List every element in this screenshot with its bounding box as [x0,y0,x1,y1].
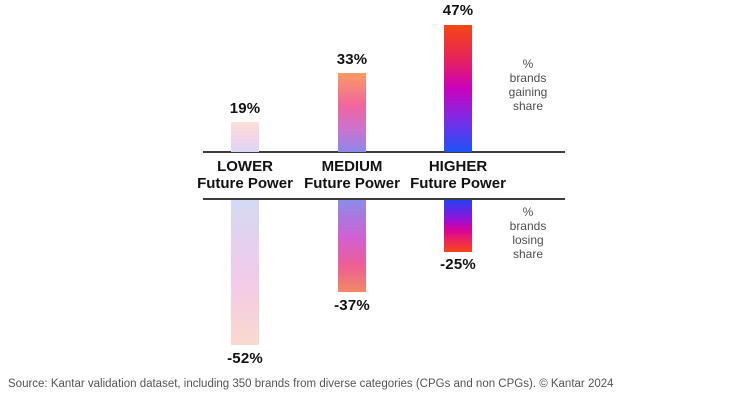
category-tier-higher: HIGHER [428,158,488,175]
category-tier-lower: LOWER [217,158,273,175]
category-label-medium: MEDIUM Future Power [287,158,417,192]
category-label-lower: LOWER Future Power [180,158,310,192]
value-label-losing-medium: -37% [334,297,370,314]
value-label-losing-higher: -25% [440,256,476,273]
category-sublabel-higher: Future Power [410,175,506,192]
bar-losing-medium [338,200,366,292]
bar-gaining-lower [231,122,259,152]
category-sublabel-lower: Future Power [197,175,293,192]
category-tier-medium: MEDIUM [321,158,383,175]
value-label-gaining-medium: 33% [336,51,368,68]
value-label-gaining-higher: 47% [442,2,474,19]
bar-losing-higher [444,200,472,252]
bar-losing-lower [231,200,259,345]
lower-axis-line [203,198,565,200]
value-label-losing-lower: -52% [227,350,263,367]
source-note: Source: Kantar validation dataset, inclu… [8,378,614,390]
category-label-higher: HIGHER Future Power [393,158,523,192]
value-label-gaining-lower: 19% [229,100,261,117]
upper-axis-line [203,151,565,153]
annotation-gaining-share: % brands gaining share [508,57,548,113]
annotation-losing-share: % brands losing share [509,205,547,261]
category-sublabel-medium: Future Power [304,175,400,192]
bar-gaining-medium [338,73,366,152]
bar-gaining-higher [444,25,472,152]
